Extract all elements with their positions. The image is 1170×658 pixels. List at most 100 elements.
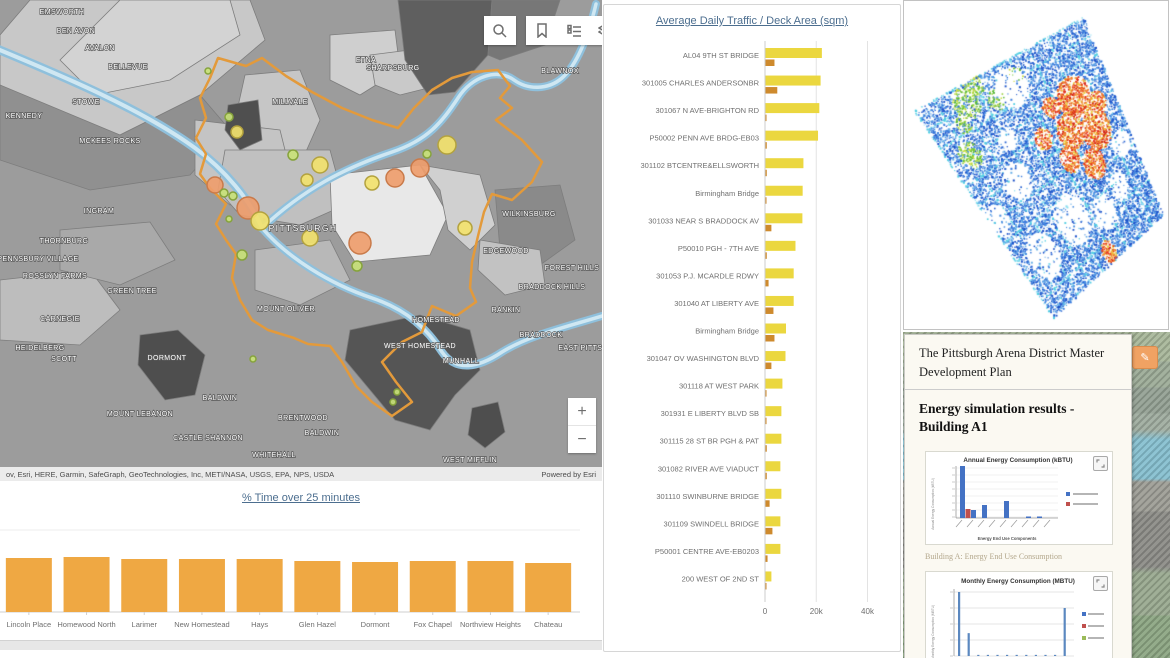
zoom-in-button[interactable]: + [577,402,587,420]
bar-yellow[interactable] [765,351,786,362]
bar-blue [982,505,987,519]
bridge-marker-yellow[interactable] [230,125,244,139]
bar-orange[interactable] [765,472,767,480]
time-chart-title[interactable]: % Time over 25 minutes [242,492,360,504]
bar-orange[interactable] [765,197,767,204]
bar-yellow[interactable] [765,461,781,472]
bar-yellow[interactable] [765,323,787,334]
bar-yellow[interactable] [765,571,772,582]
bar[interactable] [178,559,225,612]
bar-orange[interactable] [765,417,767,425]
bar-orange[interactable] [765,362,772,370]
map-label: ETNA [356,57,376,64]
bar-orange[interactable] [765,445,767,452]
bridge-marker-yellow[interactable] [250,211,270,231]
bar[interactable] [63,557,110,612]
bar-orange[interactable] [765,252,767,259]
bridge-marker-green[interactable] [204,67,212,75]
bookmark-icon[interactable] [526,16,558,45]
map-label: BRADDOCK [520,332,563,339]
bar-orange[interactable] [765,142,767,149]
bar-orange[interactable] [765,335,775,342]
bar-yellow[interactable] [765,543,781,554]
bar-yellow[interactable] [765,240,796,251]
bar-orange[interactable] [765,555,768,562]
bottom-strip [0,640,602,650]
expand-icon[interactable] [1093,576,1108,592]
bar-yellow[interactable] [765,433,782,444]
bar[interactable] [352,562,399,612]
bar-orange[interactable] [765,114,767,122]
bridge-marker-yellow[interactable] [457,220,473,236]
bar[interactable] [525,563,572,612]
bridge-marker-orange[interactable] [348,231,372,255]
bridge-marker-yellow[interactable] [364,175,380,191]
bridge-marker-green[interactable] [287,149,299,161]
map-panel[interactable]: EMSWORTH BEN AVON AVALON BELLEVUE ETNA SHARPS… [0,0,602,481]
bar [977,655,980,657]
bridge-marker-green[interactable] [219,188,229,198]
x-tick: 40k [861,607,875,616]
pointcloud-canvas[interactable] [905,2,1168,329]
edit-pencil-button[interactable]: ✎ [1132,346,1158,369]
bar-yellow[interactable] [765,213,803,224]
bar[interactable] [467,561,514,612]
bar-yellow[interactable] [765,158,804,169]
bridge-marker-green[interactable] [228,191,238,201]
bar-yellow[interactable] [765,295,794,306]
bar-yellow[interactable] [765,130,819,141]
bar-yellow[interactable] [765,406,782,417]
bar[interactable] [409,561,456,612]
bridge-marker-orange[interactable] [236,196,260,220]
bridge-marker-orange[interactable] [385,168,405,188]
bridge-marker-yellow[interactable] [301,229,319,247]
bridge-marker-green[interactable] [225,215,233,223]
traffic-chart-title[interactable]: Average Daily Traffic / Deck Area (sqm) [655,15,849,27]
legend-icon[interactable] [558,16,590,45]
bar [1006,655,1009,657]
bar-orange[interactable] [765,307,774,314]
category-label: P50002 PENN AVE BRDG-EB03 [650,134,760,143]
bridge-marker-yellow[interactable] [311,156,329,174]
bar-yellow[interactable] [765,185,803,196]
zoom-out-button[interactable]: − [568,425,596,453]
bar[interactable] [236,559,283,612]
bar-orange[interactable] [765,390,767,397]
bridge-marker-green[interactable] [351,260,363,272]
bridge-marker-green[interactable] [389,398,397,406]
bridge-marker-green[interactable] [236,249,248,261]
bar-orange[interactable] [765,500,770,507]
search-icon[interactable] [484,16,516,45]
bar-yellow[interactable] [765,516,781,527]
bar[interactable] [294,561,341,612]
layers-icon[interactable] [590,16,602,45]
bridge-marker-orange[interactable] [206,176,224,194]
bar[interactable] [5,558,52,612]
pointcloud-panel[interactable] [903,0,1169,330]
bar-yellow[interactable] [765,103,820,114]
bar-orange[interactable] [765,527,773,535]
bridge-marker-yellow[interactable] [300,173,314,187]
expand-icon[interactable] [1093,456,1108,472]
bar-orange[interactable] [765,169,767,177]
bar-yellow[interactable] [765,48,822,58]
bar-yellow[interactable] [765,488,782,499]
bar-orange[interactable] [765,582,767,590]
bar-yellow[interactable] [765,378,783,389]
bridge-marker-green[interactable] [249,355,257,363]
bar-orange[interactable] [765,279,769,287]
bridge-marker-yellow[interactable] [437,135,457,155]
map-canvas[interactable]: EMSWORTH BEN AVON AVALON BELLEVUE ETNASHARPS… [0,0,602,481]
bar-yellow[interactable] [765,75,821,86]
bar-yellow[interactable] [765,268,794,279]
bar-orange[interactable] [765,59,775,67]
bar-orange[interactable] [765,87,778,94]
bar-orange[interactable] [765,224,772,232]
bridge-marker-green[interactable] [422,149,432,159]
bridge-marker-green[interactable] [393,388,401,396]
bridge-marker-green[interactable] [224,112,234,122]
map-label: INGRAM [84,208,114,215]
city-boundary [194,56,544,418]
bridge-marker-orange[interactable] [410,158,430,178]
bar[interactable] [121,559,168,612]
